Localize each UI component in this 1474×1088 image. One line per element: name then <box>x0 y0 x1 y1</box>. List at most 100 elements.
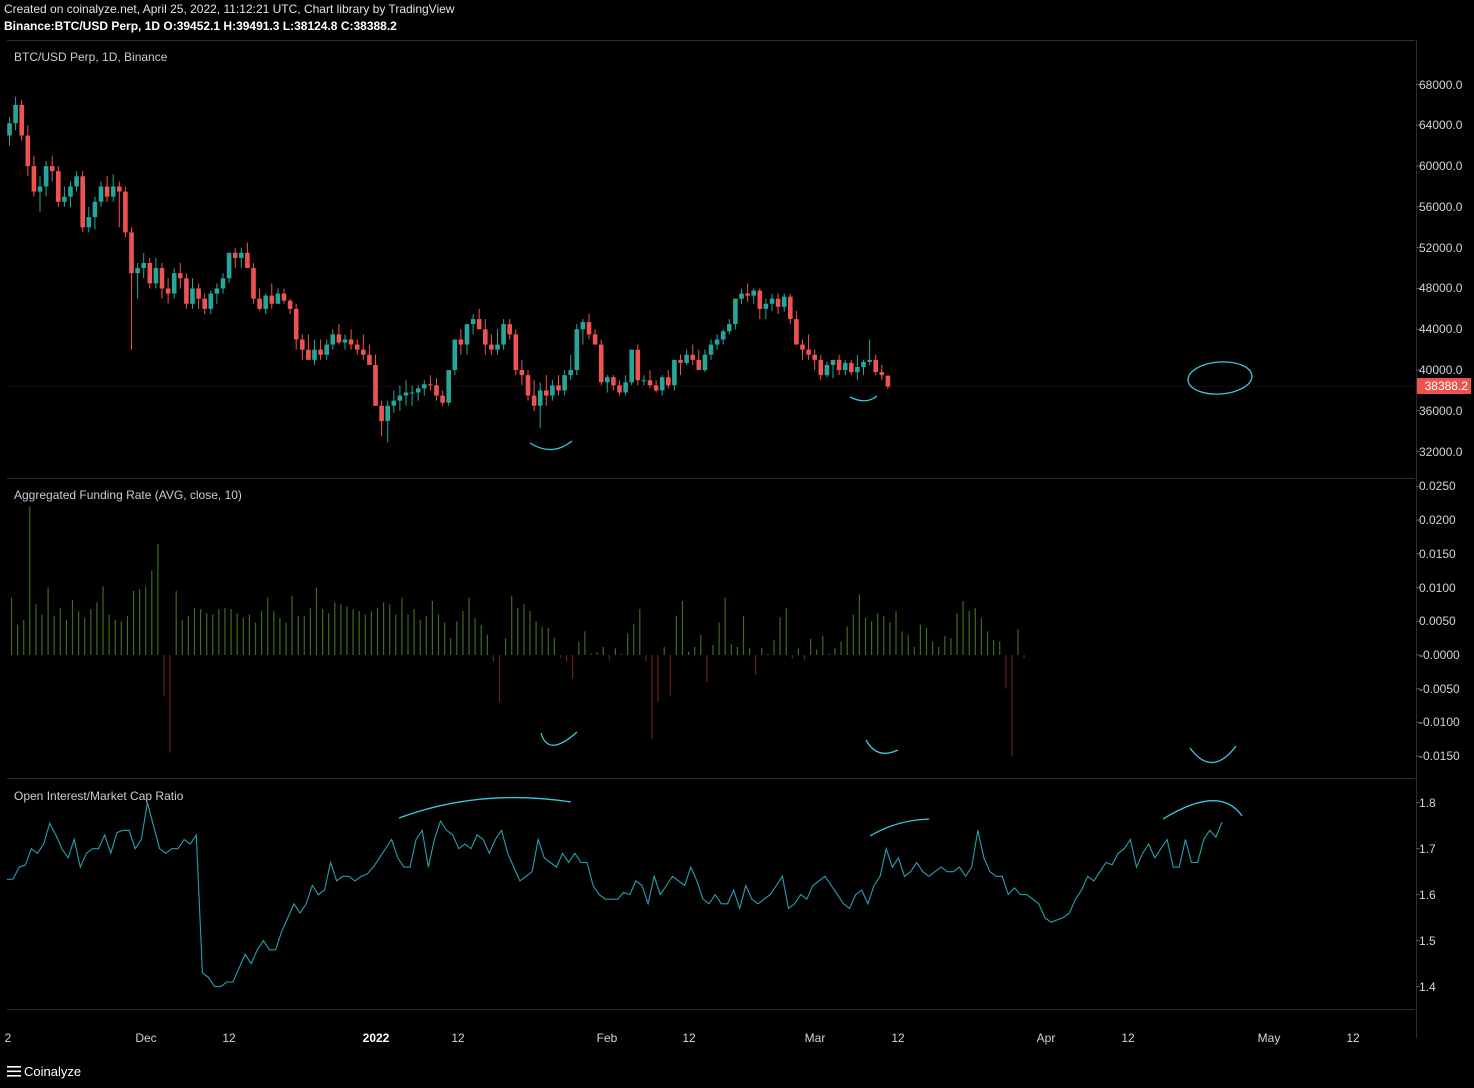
annotation-stroke <box>529 440 573 451</box>
candle-body <box>80 176 85 228</box>
candle-body <box>348 339 354 345</box>
candle-body <box>775 298 781 307</box>
candle-body <box>373 364 378 406</box>
y-tick-label: -0.0050 <box>1419 681 1460 696</box>
candle-body <box>525 375 531 396</box>
brand-name[interactable]: Coinalyze <box>24 1064 82 1079</box>
candle-body <box>312 349 317 360</box>
candle-body <box>434 385 439 396</box>
candle-body <box>684 354 689 363</box>
x-tick-label: 12 <box>451 1031 465 1045</box>
candle-body <box>702 354 708 371</box>
candle-body <box>306 349 311 360</box>
annotation-stroke <box>398 796 572 819</box>
candle-body <box>611 377 616 386</box>
candle-body <box>245 252 250 269</box>
candle-body <box>49 166 55 172</box>
candle-body <box>733 298 738 325</box>
candle-body <box>300 339 305 350</box>
x-tick-label: 12 <box>1346 1031 1360 1045</box>
candle-body <box>153 268 159 284</box>
candle-body <box>781 296 787 307</box>
candle-body <box>641 380 647 382</box>
y-tick-label: 68000.0 <box>1419 77 1463 92</box>
candle-body <box>25 135 31 167</box>
candle-body <box>415 388 421 393</box>
candle-body <box>354 344 360 350</box>
annotation-stroke <box>869 818 930 837</box>
candle-body <box>531 395 537 406</box>
price-axis[interactable] <box>1416 40 1474 1038</box>
candle-body <box>605 377 610 383</box>
candle-body <box>208 293 214 309</box>
candle-body <box>251 268 256 299</box>
funding-panel[interactable] <box>7 478 1415 779</box>
x-tick-label: 12 <box>682 1031 696 1045</box>
candle-body <box>501 324 506 345</box>
candle-body <box>708 344 714 355</box>
candle-body <box>842 362 848 371</box>
x-tick-label: 12 <box>1121 1031 1135 1045</box>
candle-body <box>7 123 12 136</box>
candle-body <box>635 349 641 381</box>
candle-body <box>464 324 470 345</box>
candle-body <box>110 186 116 197</box>
x-tick-label: 12 <box>891 1031 905 1045</box>
candle-body <box>62 196 67 202</box>
candle-body <box>446 370 451 403</box>
candle-body <box>568 370 573 376</box>
candle-body <box>580 322 586 330</box>
candle-body <box>214 288 220 294</box>
candle-body <box>556 385 561 391</box>
price-panel[interactable] <box>7 40 1415 479</box>
candle-body <box>739 293 744 299</box>
footer-bar <box>0 1058 1474 1088</box>
candle-body <box>507 324 512 335</box>
candle-body <box>812 354 817 360</box>
candle-body <box>800 344 805 350</box>
candle-body <box>293 308 299 340</box>
candle-body <box>117 186 122 192</box>
symbol-ohlc-summary: Binance:BTC/USD Perp, 1D O:39452.1 H:394… <box>4 19 397 33</box>
candle-body <box>367 354 372 365</box>
candle-body <box>769 298 775 304</box>
candle-body <box>409 392 415 394</box>
candle-body <box>806 349 811 355</box>
candle-body <box>104 186 110 197</box>
chart-credit: Created on coinalyze.net, April 25, 2022… <box>4 2 455 16</box>
candle-body <box>824 364 830 376</box>
candle-body <box>379 405 384 422</box>
candle-body <box>74 176 79 187</box>
candle-body <box>336 334 342 343</box>
candle-body <box>324 344 329 355</box>
candle-body <box>281 293 287 301</box>
annotation-stroke <box>1162 800 1243 820</box>
candle-body <box>690 354 695 360</box>
candle-body <box>422 384 427 389</box>
menu-icon[interactable] <box>7 1066 21 1077</box>
candle-body <box>202 298 207 309</box>
candle-body <box>562 375 567 391</box>
candle-body <box>629 349 634 383</box>
candle-body <box>86 217 92 228</box>
candle-body <box>263 295 268 309</box>
candle-body <box>232 252 238 258</box>
candle-body <box>745 293 750 296</box>
candle-body <box>672 359 677 386</box>
candle-body <box>92 201 98 218</box>
funding-panel-title: Aggregated Funding Rate (AVG, close, 10) <box>14 488 242 502</box>
candle-body <box>98 186 104 202</box>
x-tick-label: 2 <box>4 1031 12 1045</box>
ratio-panel-title: Open Interest/Market Cap Ratio <box>14 789 184 803</box>
ratio-panel[interactable] <box>7 778 1415 1010</box>
y-tick-label: -0.0000 <box>1419 647 1460 662</box>
candle-body <box>68 186 73 197</box>
candle-body <box>470 319 476 325</box>
candle-body <box>190 288 195 304</box>
candle-body <box>788 296 793 320</box>
y-tick-label: 36000.0 <box>1419 403 1463 418</box>
candle-body <box>617 385 622 393</box>
annotation-stroke <box>849 395 878 402</box>
price-panel-title: BTC/USD Perp, 1D, Binance <box>14 50 168 64</box>
